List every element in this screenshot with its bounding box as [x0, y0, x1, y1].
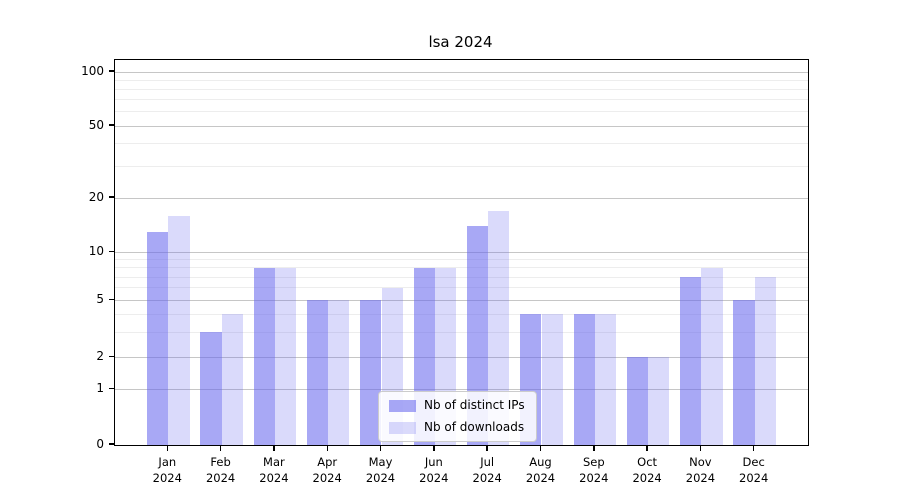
major-gridline — [115, 356, 808, 358]
y-tick-mark — [108, 443, 114, 445]
x-tick-label-apr: Apr 2024 — [312, 455, 342, 485]
bar-feb-downloads — [221, 314, 243, 445]
bar-oct-downloads — [648, 357, 670, 445]
minor-gridline — [115, 88, 808, 90]
minor-gridline — [115, 267, 808, 269]
x-tick-mark — [433, 445, 435, 451]
y-tick-label: 5 — [96, 291, 104, 306]
minor-gridline — [115, 276, 808, 278]
x-tick-mark — [646, 445, 648, 451]
minor-gridline — [115, 99, 808, 101]
x-tick-mark — [752, 445, 755, 451]
minor-gridline — [115, 79, 808, 81]
x-tick-label-jan: Jan 2024 — [152, 455, 182, 485]
y-tick-label: 100 — [81, 63, 104, 78]
x-tick-label-oct: Oct 2024 — [632, 455, 662, 485]
y-tick-label: 0 — [96, 436, 104, 451]
y-tick-mark — [108, 250, 114, 252]
legend: Nb of distinct IPs Nb of downloads — [378, 391, 537, 442]
legend-label: Nb of downloads — [424, 420, 525, 434]
x-tick-mark — [326, 445, 328, 451]
major-gridline — [115, 125, 808, 127]
y-tick-mark — [108, 70, 114, 72]
minor-gridline — [115, 287, 808, 289]
x-tick-mark — [699, 445, 702, 451]
minor-gridline — [115, 165, 808, 167]
bar-feb-ips — [200, 332, 222, 445]
bar-dec-downloads — [754, 277, 776, 445]
bar-sep-downloads — [594, 314, 617, 445]
bar-nov-downloads — [701, 267, 723, 445]
minor-gridline — [115, 143, 808, 145]
chart-title: lsa 2024 — [428, 33, 493, 51]
x-tick-label-dec: Dec 2024 — [739, 455, 769, 485]
y-tick-mark — [108, 355, 114, 358]
y-tick-label: 1 — [96, 380, 104, 395]
bar-oct-ips — [626, 357, 649, 445]
bar-may-ips — [360, 300, 382, 445]
x-tick-label-nov: Nov 2024 — [685, 455, 716, 485]
y-tick-mark — [108, 387, 114, 390]
y-tick-mark — [108, 298, 114, 301]
x-tick-label-jun: Jun 2024 — [419, 455, 449, 485]
bar-sep-ips — [573, 314, 595, 445]
x-tick-mark — [273, 445, 275, 451]
major-gridline — [115, 251, 808, 253]
bar-mar-downloads — [274, 267, 297, 445]
bar-apr-downloads — [328, 300, 350, 445]
major-gridline — [115, 197, 808, 199]
x-tick-label-mar: Mar 2024 — [259, 455, 289, 485]
bar-nov-ips — [680, 277, 702, 445]
x-tick-label-sep: Sep 2024 — [579, 455, 609, 485]
minor-gridline — [115, 331, 808, 333]
y-tick-mark — [108, 196, 114, 198]
x-tick-mark — [539, 445, 542, 451]
legend-item: Nb of downloads — [389, 421, 525, 434]
bar-aug-downloads — [541, 314, 563, 445]
major-gridline — [115, 299, 808, 301]
x-tick-label-may: May 2024 — [365, 455, 396, 485]
x-tick-mark — [219, 445, 222, 451]
major-gridline — [115, 388, 808, 390]
legend-swatch-icon — [389, 421, 416, 434]
y-tick-label: 2 — [96, 348, 104, 363]
bar-jul-downloads — [488, 210, 510, 445]
minor-gridline — [115, 111, 808, 113]
y-tick-label: 20 — [88, 189, 104, 204]
major-gridline — [115, 71, 808, 73]
x-tick-mark — [166, 445, 169, 451]
x-tick-mark — [486, 445, 488, 451]
plot-area: Nb of distinct IPs Nb of downloads — [114, 59, 809, 446]
x-tick-mark — [379, 445, 382, 451]
bar-dec-ips — [733, 300, 755, 445]
legend-swatch-icon — [389, 399, 416, 412]
x-tick-mark — [593, 445, 595, 451]
bar-jul-ips — [466, 226, 489, 445]
bar-jan-downloads — [168, 215, 190, 445]
minor-gridline — [115, 259, 808, 261]
y-tick-mark — [108, 124, 114, 126]
legend-item: Nb of distinct IPs — [389, 399, 525, 412]
bar-jan-ips — [147, 231, 169, 445]
x-tick-label-jul: Jul 2024 — [472, 455, 502, 485]
y-tick-label: 10 — [88, 243, 104, 258]
x-tick-label-aug: Aug 2024 — [525, 455, 556, 485]
legend-label: Nb of distinct IPs — [424, 398, 525, 412]
bar-mar-ips — [253, 267, 275, 445]
y-tick-label: 50 — [88, 117, 104, 132]
bar-apr-ips — [306, 300, 329, 445]
minor-gridline — [115, 313, 808, 315]
x-tick-label-feb: Feb 2024 — [205, 455, 236, 485]
